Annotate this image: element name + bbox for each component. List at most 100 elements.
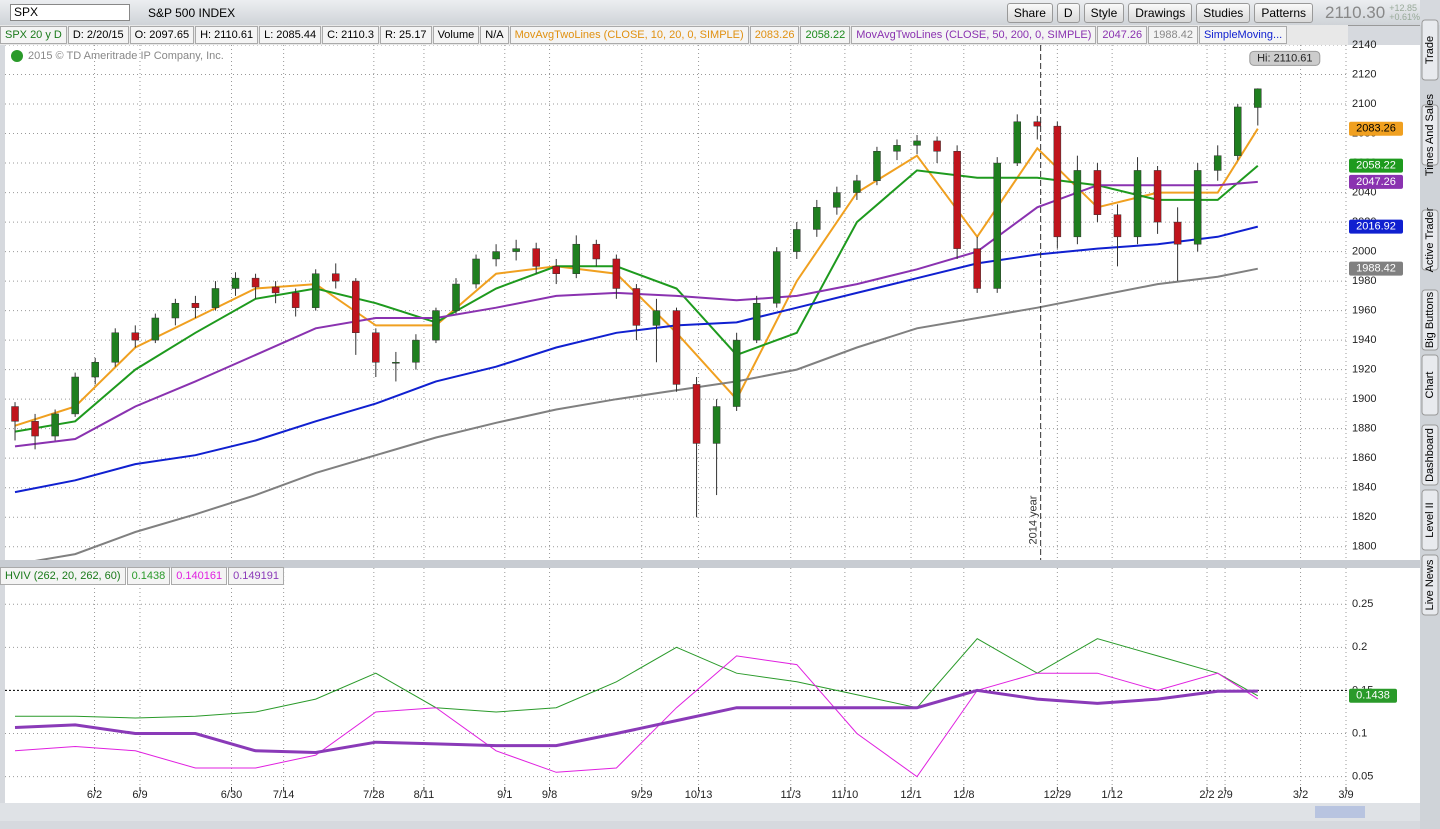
candle-body [111, 332, 119, 363]
candle-body [813, 207, 821, 230]
value-tag-label: 0.1438 [1356, 690, 1390, 702]
x-tick-label: 8/11 [414, 789, 435, 801]
symbol-box[interactable]: SPX [10, 4, 130, 21]
x-tick-label: 2/9 [1217, 789, 1232, 801]
value-tag-label: 1988.42 [1356, 263, 1396, 275]
x-tick-label: 6/9 [132, 789, 147, 801]
sidebar-tab-bg[interactable] [1421, 554, 1439, 616]
candle-body [692, 384, 701, 444]
x-tick-label: 9/1 [497, 789, 512, 801]
line [14, 180, 1258, 448]
line [14, 164, 1259, 433]
candle-body [1234, 106, 1242, 156]
y-tick-label: 2140 [1352, 39, 1376, 51]
x-tick-label: 6/30 [221, 789, 242, 801]
sidebar-tab[interactable]: Chart [1424, 372, 1436, 399]
y-tick-label: 1800 [1352, 541, 1376, 553]
year-marker-label: 2014 year [1028, 495, 1040, 544]
candle-body [933, 140, 941, 152]
toolbar-button[interactable]: Studies [1196, 2, 1251, 23]
candle-body [1153, 170, 1162, 223]
value-tag-label: 2058.22 [1356, 160, 1396, 172]
y-tick-label: 2060 [1352, 157, 1376, 169]
line [14, 225, 1259, 494]
info-item: D: 2/20/15 [67, 26, 129, 44]
sidebar-tab-bg[interactable] [1421, 424, 1439, 486]
x-tick-label: 6/2 [87, 789, 102, 801]
candle-body [752, 302, 761, 341]
toolbar-button[interactable]: D [1056, 2, 1080, 23]
candle-body [1073, 170, 1082, 238]
scroll-strip [0, 803, 1420, 821]
sidebar-tab[interactable]: Live News [1424, 559, 1436, 610]
candle-body [191, 302, 200, 308]
sidebar-tab-bg[interactable] [1421, 104, 1439, 166]
study-label: SimpleMoving... [1198, 26, 1288, 44]
x-tick-label: 3/9 [1338, 789, 1353, 801]
price-plot [5, 45, 1348, 560]
hviv-panel [5, 568, 1348, 787]
sidebar-tab[interactable]: Big Buttons [1424, 291, 1436, 348]
sidebar-tab-bg[interactable] [1421, 209, 1439, 271]
scroll-thumb[interactable] [1315, 806, 1365, 818]
candle-body [352, 280, 360, 334]
sidebar-tab-bg[interactable] [1421, 354, 1439, 416]
candle-body [171, 302, 180, 319]
sidebar-tab[interactable]: Trade [1424, 36, 1436, 64]
hviv-header: HVIV (262, 20, 262, 60) 0.1438 0.140161 0.1… [0, 567, 285, 585]
candle-body [732, 339, 741, 407]
hi-label: Hi: 2110.61 [1257, 52, 1312, 64]
symbol-name: S&P 500 INDEX [148, 5, 236, 20]
candle-body [1173, 221, 1182, 245]
x-tick-label: 3/2 [1293, 789, 1308, 801]
sidebar-tab-bg[interactable] [1421, 289, 1439, 351]
change-pct: +0.61% [1389, 11, 1420, 22]
x-tick-label: 10/13 [685, 789, 713, 801]
candle-body [271, 286, 280, 294]
info-item: Volume [432, 26, 480, 44]
candle-body [131, 332, 140, 341]
y-tick-label: 2040 [1352, 186, 1376, 198]
value-tag-label: 2083.26 [1356, 123, 1396, 135]
sidebar-tab[interactable]: Level II [1424, 502, 1436, 537]
value-tag [1349, 688, 1397, 703]
sidebar [1420, 25, 1440, 829]
candle-body [833, 192, 841, 208]
info-item: SPX 20 y D [0, 26, 67, 44]
y-tick-label: 2120 [1352, 68, 1376, 80]
y-tick-label: 2100 [1352, 98, 1376, 110]
line [14, 655, 1259, 778]
y-tick-label: 0.15 [1352, 684, 1373, 696]
x-tick-label: 12/29 [1044, 789, 1072, 801]
toolbar-button[interactable]: Style [1083, 2, 1125, 23]
candle-body [552, 266, 560, 274]
y-tick-label: 0.25 [1352, 598, 1373, 610]
info-item: C: 2110.3 [322, 26, 379, 44]
sidebar-tab[interactable]: Times And Sales [1424, 93, 1436, 176]
candle-body [853, 180, 861, 193]
toolbar-button[interactable]: Share [1006, 2, 1053, 23]
study-value: 2083.26 [749, 26, 800, 44]
line [14, 128, 1259, 427]
study-value: 2047.26 [1097, 26, 1148, 44]
sidebar-tab[interactable]: Active Trader [1424, 207, 1436, 272]
y-tick-label: 1920 [1352, 364, 1376, 376]
candle-body [452, 283, 460, 311]
toolbar: SPX S&P 500 INDEX Share D Style Drawings Stu… [0, 0, 1420, 26]
sidebar-tab[interactable]: Dashboard [1424, 428, 1436, 482]
sidebar-tab-bg[interactable] [1421, 489, 1439, 551]
x-tick-label: 12/1 [900, 789, 921, 801]
candle-body [572, 243, 581, 274]
candle-body [1093, 170, 1102, 215]
x-tick-label: 11/10 [832, 789, 859, 801]
sidebar-tab-bg[interactable] [1421, 19, 1439, 81]
y-tick-label: 1840 [1352, 482, 1376, 494]
study-value: 0.149191 [228, 567, 285, 585]
toolbar-button[interactable]: Drawings [1128, 2, 1193, 23]
y-tick-label: 1860 [1352, 452, 1376, 464]
candle-body [472, 258, 480, 285]
toolbar-button[interactable]: Patterns [1254, 2, 1314, 23]
candle-body [311, 273, 320, 308]
info-item: L: 2085.44 [259, 26, 322, 44]
